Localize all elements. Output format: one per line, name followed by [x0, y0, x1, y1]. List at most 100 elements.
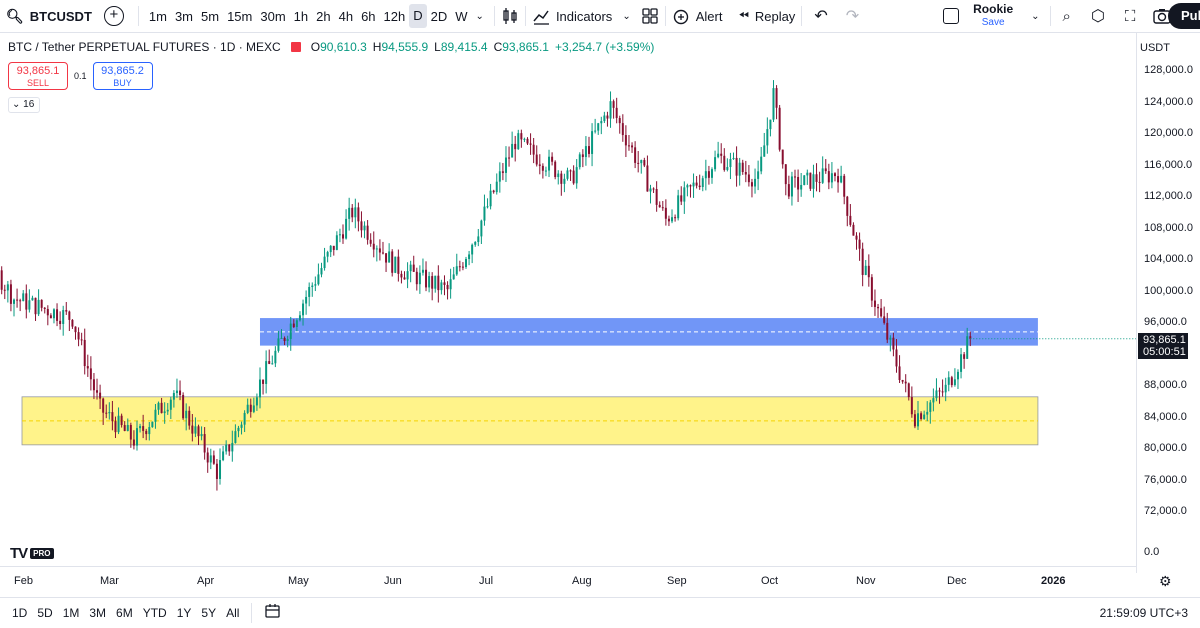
price-tick: 104,000.0 — [1144, 253, 1193, 265]
interval-5m[interactable]: 5m — [201, 8, 220, 24]
grid-layout-icon — [642, 8, 658, 24]
interval-2h[interactable]: 2h — [316, 8, 331, 24]
interval-12h[interactable]: 12h — [383, 8, 406, 24]
candle-body — [667, 218, 670, 222]
candle-body — [615, 107, 618, 119]
candle-body — [56, 309, 59, 321]
candle-body — [120, 415, 123, 426]
range-5y[interactable]: 5Y — [201, 606, 217, 620]
time-tick: Jun — [384, 575, 402, 587]
fullscreen-icon: ⛶ — [1124, 7, 1136, 25]
candle-body — [935, 390, 938, 399]
compare-add-icon[interactable]: + — [103, 6, 124, 26]
candle-body — [812, 174, 815, 189]
candle-body — [618, 118, 621, 124]
clock-label[interactable]: 21:59:09 UTC+3 — [1099, 606, 1188, 620]
candle-body — [209, 455, 212, 463]
quick-search-button[interactable]: ⌕ — [1063, 0, 1071, 33]
candle-body — [126, 424, 129, 431]
candle-body — [578, 154, 581, 168]
range-all[interactable]: All — [226, 606, 240, 620]
interval-1h[interactable]: 1h — [293, 8, 309, 24]
date-range-icon[interactable] — [264, 603, 282, 624]
candle-body — [434, 275, 437, 289]
range-1y[interactable]: 1Y — [176, 606, 192, 620]
candle-body — [0, 270, 3, 290]
tradingview-logo[interactable]: TV PRO — [10, 545, 54, 562]
candle-body — [495, 181, 498, 193]
layout-select-checkbox[interactable] — [943, 0, 960, 33]
candle-body — [6, 284, 9, 291]
candle-body — [956, 371, 959, 380]
indicators-collapse-button[interactable]: ⌄ 16 — [8, 97, 40, 113]
chart-legend: BTC / Tether PERPETUAL FUTURES · 1D · ME… — [8, 40, 654, 54]
chart-type-button[interactable] — [501, 0, 519, 33]
time-tick: Dec — [947, 575, 967, 587]
candle-body — [194, 426, 197, 434]
candle-body — [689, 185, 692, 187]
price-axis[interactable] — [1136, 33, 1200, 573]
buy-button[interactable]: 93,865.2 BUY — [92, 62, 153, 90]
rewind-icon: ⏪︎ — [738, 8, 749, 23]
candle-body — [114, 421, 117, 433]
publish-button[interactable]: Pul — [1168, 3, 1200, 29]
interval-2d[interactable]: 2D — [430, 8, 448, 24]
candle-body — [671, 217, 674, 222]
flag-icon[interactable] — [290, 42, 301, 52]
candle-body — [944, 384, 947, 393]
candle-body — [19, 300, 22, 302]
settings-button[interactable]: ⬡ — [1091, 0, 1105, 33]
candle-body — [409, 264, 412, 272]
interval-1m[interactable]: 1m — [148, 8, 167, 24]
indicators-button[interactable]: Indicators ⌄ — [532, 0, 635, 33]
candle-body — [870, 277, 873, 301]
trade-panel: 93,865.1 SELL 0.1 93,865.2 BUY — [8, 62, 153, 90]
interval-3m[interactable]: 3m — [174, 8, 194, 24]
interval-4h[interactable]: 4h — [338, 8, 354, 24]
range-ytd[interactable]: YTD — [142, 606, 167, 620]
fullscreen-button[interactable]: ⛶ — [1125, 0, 1136, 33]
range-1d[interactable]: 1D — [12, 606, 28, 620]
candle-body — [166, 409, 169, 412]
candle-body — [308, 286, 311, 297]
candle-body — [289, 323, 292, 339]
sell-button[interactable]: 93,865.1 SELL — [8, 62, 68, 90]
candle-body — [249, 404, 252, 412]
candle-body — [514, 143, 517, 150]
range-1m[interactable]: 1M — [62, 606, 80, 620]
undo-button[interactable]: ↶ — [814, 0, 827, 33]
symbol-search[interactable]: 🔍︎ BTCUSDT — [0, 0, 98, 33]
symbol-title: BTC / Tether PERPETUAL FUTURES · 1D · ME… — [8, 40, 281, 54]
price-chart[interactable] — [0, 33, 1136, 566]
candle-body — [332, 245, 335, 250]
layouts-button[interactable] — [641, 0, 659, 33]
replay-button[interactable]: ⏪︎ Replay — [738, 0, 795, 33]
gear-icon[interactable]: ⚙︎ — [1159, 573, 1172, 589]
candle-body — [135, 428, 138, 446]
interval-w[interactable]: W — [455, 8, 468, 24]
interval-d[interactable]: D — [409, 4, 427, 28]
alert-button[interactable]: Alert — [672, 0, 722, 33]
currency-label[interactable]: USDT — [1140, 42, 1170, 54]
interval-30m[interactable]: 30m — [260, 8, 286, 24]
chevron-down-icon[interactable]: ⌄ — [622, 10, 631, 22]
candle-body — [627, 145, 630, 147]
range-6m[interactable]: 6M — [116, 606, 133, 620]
range-buttons: 1D 5D 1M 3M 6M YTD 1Y 5Y All — [0, 606, 239, 620]
chevron-down-icon[interactable]: ⌄ — [1031, 10, 1040, 22]
redo-button[interactable]: ↷ — [846, 0, 859, 33]
candle-body — [406, 271, 409, 280]
range-3m[interactable]: 3M — [89, 606, 107, 620]
chevron-down-icon[interactable]: ⌄ — [475, 10, 484, 22]
high-key: H — [372, 40, 382, 54]
layout-name[interactable]: Rookie Save — [973, 3, 1013, 29]
candle-body — [824, 168, 827, 172]
interval-15m[interactable]: 15m — [227, 8, 253, 24]
candle-body — [631, 145, 634, 148]
candle-body — [443, 282, 446, 285]
interval-6h[interactable]: 6h — [361, 8, 376, 24]
time-axis[interactable] — [0, 566, 1136, 596]
candle-body — [258, 379, 261, 398]
range-5d[interactable]: 5D — [37, 606, 53, 620]
candle-body — [397, 256, 400, 274]
